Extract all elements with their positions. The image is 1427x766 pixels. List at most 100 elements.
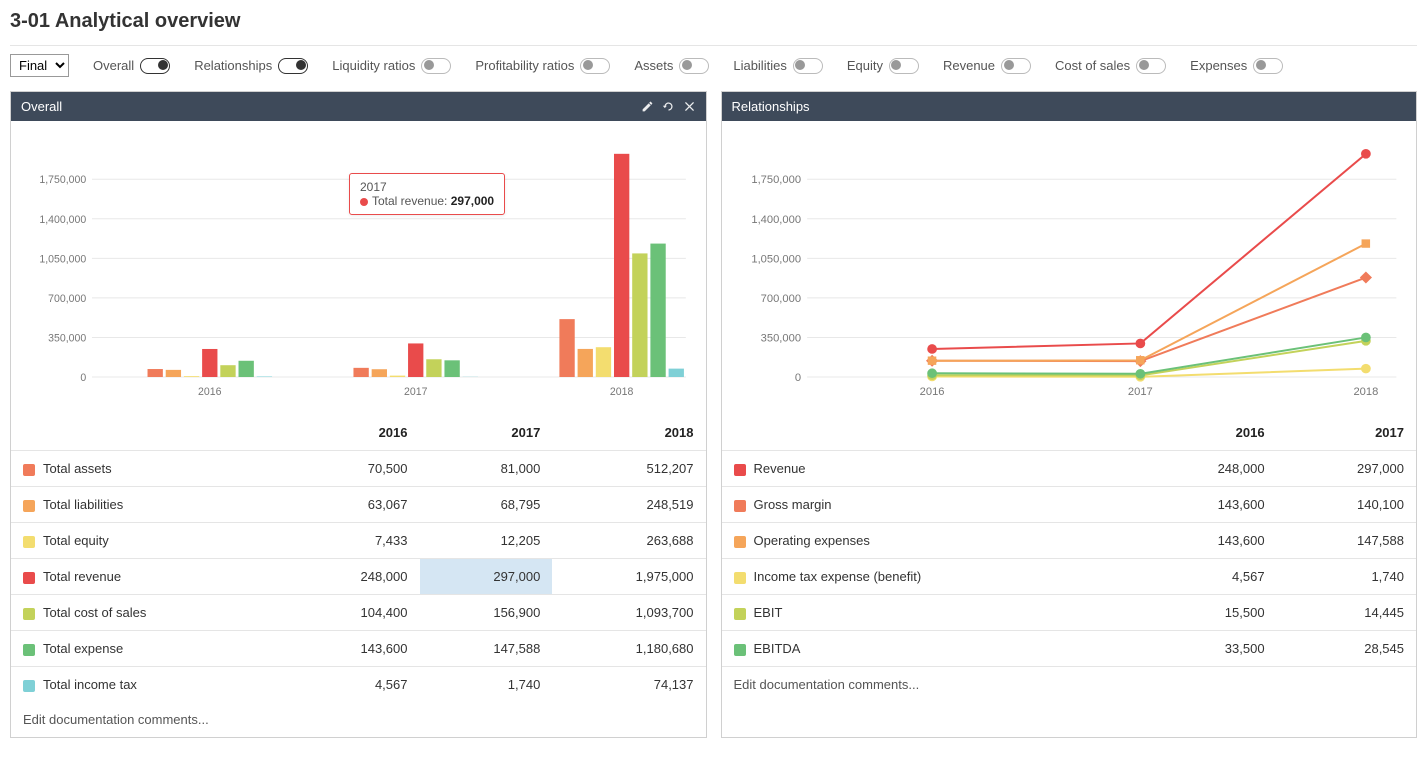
bar[interactable] bbox=[596, 347, 611, 377]
toggle-liquidity-ratios[interactable]: Liquidity ratios bbox=[332, 58, 451, 74]
cell[interactable]: 70,500 bbox=[287, 451, 420, 487]
line-marker[interactable] bbox=[1359, 272, 1371, 284]
toggle-overall[interactable]: Overall bbox=[93, 58, 170, 74]
cell[interactable]: 156,900 bbox=[420, 595, 553, 631]
svg-text:2018: 2018 bbox=[1353, 386, 1378, 398]
toggle-equity[interactable]: Equity bbox=[847, 58, 919, 74]
cell[interactable]: 1,180,680 bbox=[552, 631, 705, 667]
table-row[interactable]: Total income tax4,5671,74074,137 bbox=[11, 667, 706, 703]
line-marker[interactable] bbox=[927, 356, 936, 364]
cell[interactable]: 4,567 bbox=[1137, 559, 1276, 595]
cell[interactable]: 81,000 bbox=[420, 451, 553, 487]
cell[interactable]: 74,137 bbox=[552, 667, 705, 703]
bar[interactable] bbox=[184, 376, 199, 377]
table-row[interactable]: Total expense143,600147,5881,180,680 bbox=[11, 631, 706, 667]
bar[interactable] bbox=[257, 376, 272, 377]
table-row[interactable]: EBITDA33,50028,545 bbox=[722, 631, 1417, 667]
edit-comments-link[interactable]: Edit documentation comments... bbox=[11, 702, 706, 737]
cell[interactable]: 143,600 bbox=[1137, 523, 1276, 559]
cell[interactable]: 28,545 bbox=[1277, 631, 1416, 667]
bar[interactable] bbox=[614, 154, 629, 377]
close-icon[interactable] bbox=[683, 100, 696, 113]
refresh-icon[interactable] bbox=[662, 100, 675, 113]
bar[interactable] bbox=[426, 359, 441, 377]
cell[interactable]: 297,000 bbox=[420, 559, 553, 595]
cell[interactable]: 143,600 bbox=[287, 631, 420, 667]
bar[interactable] bbox=[148, 369, 163, 377]
cell[interactable]: 1,740 bbox=[1277, 559, 1416, 595]
cell[interactable]: 15,500 bbox=[1137, 595, 1276, 631]
toggle-profitability-ratios[interactable]: Profitability ratios bbox=[475, 58, 610, 74]
line-marker[interactable] bbox=[927, 344, 937, 354]
cell[interactable]: 33,500 bbox=[1137, 631, 1276, 667]
bar[interactable] bbox=[202, 349, 217, 377]
cell[interactable]: 12,205 bbox=[420, 523, 553, 559]
bar[interactable] bbox=[408, 343, 423, 377]
edit-icon[interactable] bbox=[641, 100, 654, 113]
cell[interactable]: 248,000 bbox=[1137, 451, 1276, 487]
cell[interactable]: 7,433 bbox=[287, 523, 420, 559]
line-marker[interactable] bbox=[1361, 364, 1371, 374]
cell[interactable]: 104,400 bbox=[287, 595, 420, 631]
cell[interactable]: 4,567 bbox=[287, 667, 420, 703]
cell[interactable]: 147,588 bbox=[420, 631, 553, 667]
cell[interactable]: 68,795 bbox=[420, 487, 553, 523]
table-row[interactable]: Total revenue248,000297,0001,975,000 bbox=[11, 559, 706, 595]
bar[interactable] bbox=[372, 369, 387, 377]
svg-text:1,750,000: 1,750,000 bbox=[751, 174, 801, 186]
cell[interactable]: 1,975,000 bbox=[552, 559, 705, 595]
cell[interactable]: 1,093,700 bbox=[552, 595, 705, 631]
status-dropdown[interactable]: Final bbox=[10, 54, 69, 77]
bar[interactable] bbox=[444, 360, 459, 377]
line-marker[interactable] bbox=[927, 368, 937, 378]
bar[interactable] bbox=[166, 370, 181, 377]
cell[interactable]: 263,688 bbox=[552, 523, 705, 559]
table-row[interactable]: Total cost of sales104,400156,9001,093,7… bbox=[11, 595, 706, 631]
table-row[interactable]: Revenue248,000297,000 bbox=[722, 451, 1417, 487]
table-row[interactable]: Income tax expense (benefit)4,5671,740 bbox=[722, 559, 1417, 595]
switch-icon bbox=[278, 58, 308, 74]
table-row[interactable]: Total liabilities63,06768,795248,519 bbox=[11, 487, 706, 523]
toggle-liabilities[interactable]: Liabilities bbox=[733, 58, 822, 74]
table-row[interactable]: Total equity7,43312,205263,688 bbox=[11, 523, 706, 559]
line-marker[interactable] bbox=[1361, 239, 1370, 247]
table-row[interactable]: EBIT15,50014,445 bbox=[722, 595, 1417, 631]
cell[interactable]: 147,588 bbox=[1277, 523, 1416, 559]
bar[interactable] bbox=[669, 369, 684, 377]
edit-comments-link[interactable]: Edit documentation comments... bbox=[722, 666, 1417, 702]
cell[interactable]: 1,740 bbox=[420, 667, 553, 703]
cell[interactable]: 512,207 bbox=[552, 451, 705, 487]
bar[interactable] bbox=[390, 376, 405, 377]
cell[interactable]: 248,000 bbox=[287, 559, 420, 595]
svg-text:700,000: 700,000 bbox=[48, 293, 86, 305]
legend-swatch-icon bbox=[734, 608, 746, 620]
cell[interactable]: 248,519 bbox=[552, 487, 705, 523]
line-marker[interactable] bbox=[1135, 369, 1145, 379]
bar[interactable] bbox=[559, 319, 574, 377]
bar[interactable] bbox=[650, 244, 665, 377]
col-header: 2016 bbox=[287, 415, 420, 451]
bar[interactable] bbox=[632, 253, 647, 377]
toggle-revenue[interactable]: Revenue bbox=[943, 58, 1031, 74]
cell[interactable]: 297,000 bbox=[1277, 451, 1416, 487]
bar[interactable] bbox=[578, 349, 593, 377]
cell[interactable]: 14,445 bbox=[1277, 595, 1416, 631]
line-marker[interactable] bbox=[1135, 339, 1145, 349]
toggle-assets[interactable]: Assets bbox=[634, 58, 709, 74]
table-row[interactable]: Operating expenses143,600147,588 bbox=[722, 523, 1417, 559]
bar[interactable] bbox=[353, 368, 368, 377]
table-row[interactable]: Total assets70,50081,000512,207 bbox=[11, 451, 706, 487]
bar[interactable] bbox=[220, 365, 235, 377]
cell[interactable]: 140,100 bbox=[1277, 487, 1416, 523]
line-marker[interactable] bbox=[1361, 333, 1371, 343]
line-marker[interactable] bbox=[1136, 356, 1145, 364]
cell[interactable]: 143,600 bbox=[1137, 487, 1276, 523]
toggle-cost-of-sales[interactable]: Cost of sales bbox=[1055, 58, 1166, 74]
cell[interactable]: 63,067 bbox=[287, 487, 420, 523]
toggle-relationships[interactable]: Relationships bbox=[194, 58, 308, 74]
line-marker[interactable] bbox=[1361, 149, 1371, 159]
table-row[interactable]: Gross margin143,600140,100 bbox=[722, 487, 1417, 523]
bar[interactable] bbox=[239, 361, 254, 377]
switch-icon bbox=[580, 58, 610, 74]
toggle-expenses[interactable]: Expenses bbox=[1190, 58, 1283, 74]
